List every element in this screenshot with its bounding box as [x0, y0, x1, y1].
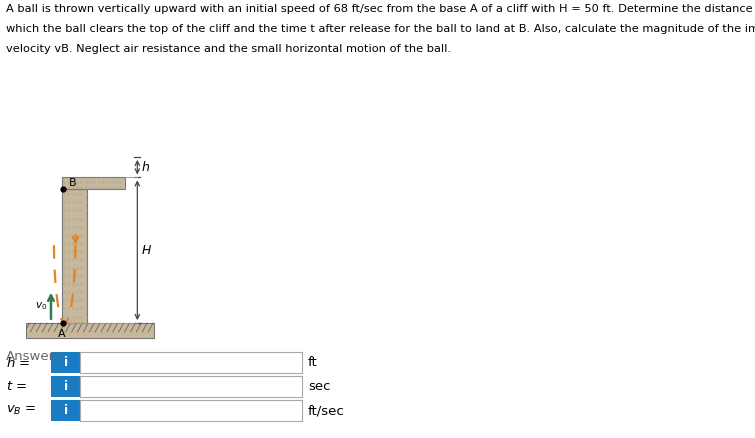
- Text: ft/sec: ft/sec: [308, 404, 345, 417]
- Text: i: i: [63, 356, 68, 369]
- Text: sec: sec: [308, 380, 331, 393]
- Text: $v_B$ =: $v_B$ =: [6, 404, 36, 417]
- Bar: [62, 177, 125, 189]
- Text: Answers:: Answers:: [6, 350, 66, 364]
- Text: ft: ft: [308, 356, 318, 369]
- Text: A ball is thrown vertically upward with an initial speed of 68 ft/sec from the b: A ball is thrown vertically upward with …: [6, 4, 755, 14]
- Text: $t$ =: $t$ =: [6, 380, 27, 393]
- Text: which the ball clears the top of the cliff and the time t after release for the : which the ball clears the top of the cli…: [6, 24, 755, 34]
- Text: h: h: [141, 161, 149, 174]
- Text: A: A: [58, 329, 66, 339]
- Bar: [26, 323, 154, 338]
- Text: $h$ =: $h$ =: [6, 356, 30, 370]
- Text: i: i: [63, 404, 68, 417]
- Text: B: B: [69, 178, 76, 187]
- Text: H: H: [141, 244, 151, 257]
- Bar: [62, 189, 88, 323]
- Text: $v_0$: $v_0$: [35, 300, 48, 312]
- Text: i: i: [63, 380, 68, 393]
- Text: velocity vB. Neglect air resistance and the small horizontal motion of the ball.: velocity vB. Neglect air resistance and …: [6, 44, 451, 54]
